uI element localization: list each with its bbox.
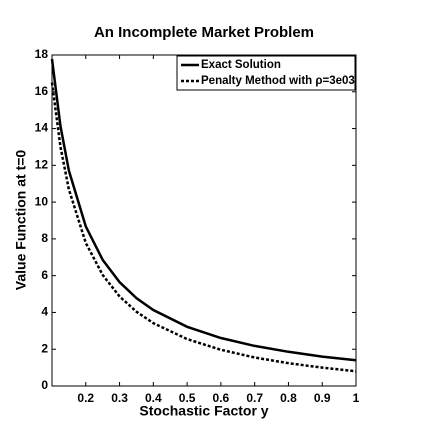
x-axis-label: Stochastic Factor y (139, 403, 268, 419)
series-line (50, 58, 357, 362)
x-tick-label: 0.5 (179, 391, 196, 405)
legend-label: Exact Solution (201, 59, 281, 71)
x-tick-label: 0.3 (111, 391, 128, 405)
y-tick-label: 10 (35, 194, 49, 208)
y-tick-label: 8 (41, 231, 48, 245)
y-axis-label: Value Function at t=0 (13, 150, 29, 291)
x-tick-label: 0.8 (280, 391, 297, 405)
y-tick-label: 16 (35, 84, 49, 98)
x-tick-label: 0.2 (77, 391, 94, 405)
y-tick-label: 2 (41, 341, 48, 355)
x-tick-label: 1 (353, 391, 360, 405)
plot-frame (51, 54, 357, 387)
y-tick-label: 18 (35, 47, 49, 61)
legend-box (176, 55, 356, 91)
y-tick-label: 14 (35, 121, 49, 135)
y-tick-label: 6 (41, 268, 48, 282)
y-tick-label: 12 (35, 158, 49, 172)
y-tick-label: 0 (41, 378, 48, 392)
x-tick-label: 0.9 (314, 391, 331, 405)
x-tick-label: 0.4 (145, 391, 162, 405)
x-tick-label: 0.6 (213, 391, 230, 405)
x-tick-label: 0.7 (246, 391, 263, 405)
chart-title: An Incomplete Market Problem (94, 24, 314, 41)
y-tick-label: 4 (41, 305, 48, 319)
series-line (50, 82, 357, 373)
legend-label: Penalty Method with ρ=3e03 (201, 75, 355, 87)
